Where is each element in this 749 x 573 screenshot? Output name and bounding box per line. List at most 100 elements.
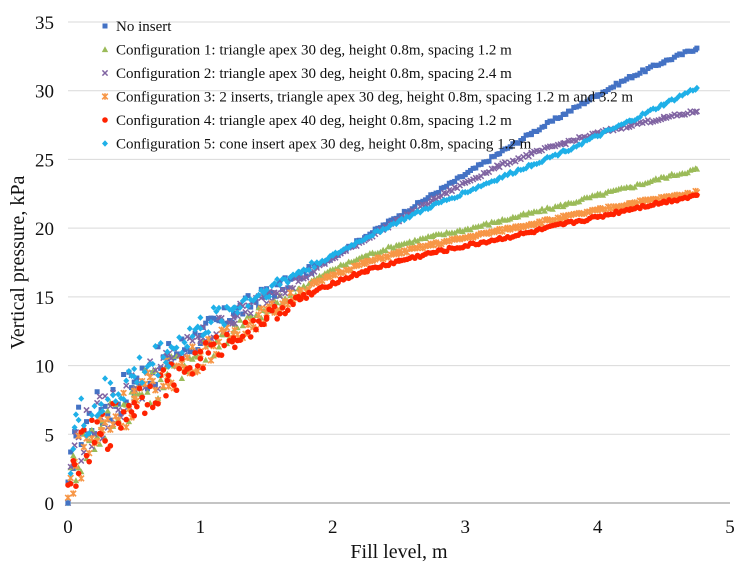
series-trail-marker	[687, 86, 694, 94]
series-trail-marker	[671, 97, 678, 104]
series-trail-marker	[514, 213, 522, 220]
data-point	[660, 174, 667, 180]
series-trail-marker	[236, 316, 244, 323]
series-trail-marker	[303, 295, 310, 301]
series-trail-marker	[403, 239, 411, 246]
series-trail-marker	[70, 445, 77, 453]
series-trail-marker	[565, 108, 571, 114]
series-trail-marker	[104, 415, 112, 423]
series-trail-marker	[377, 228, 384, 236]
series-trail-marker	[472, 185, 479, 193]
data-point	[693, 84, 700, 92]
series-trail-marker	[75, 470, 82, 477]
x-tick-label: 4	[593, 517, 603, 538]
series-trail-marker	[452, 178, 458, 184]
series-trail-marker	[86, 458, 92, 465]
series-trail-marker	[436, 189, 442, 195]
legend-marker	[101, 69, 109, 77]
series-trail-marker	[284, 307, 291, 314]
series-trail-marker	[187, 365, 193, 371]
series-trail-marker	[579, 100, 585, 106]
series-trail-marker	[671, 54, 677, 60]
series-trail-marker	[178, 375, 186, 382]
series-trail-marker	[141, 368, 148, 376]
data-point	[528, 209, 535, 216]
data-point	[230, 314, 237, 321]
series-trail-marker	[536, 127, 542, 133]
data-point	[329, 252, 336, 259]
series-trail-marker	[109, 421, 117, 428]
series-trail-marker	[189, 355, 196, 362]
series-trail	[64, 108, 699, 507]
series-trail-marker	[125, 418, 133, 425]
series-trail-marker	[499, 148, 505, 154]
series-trail-marker	[581, 101, 587, 107]
legend-label: Configuration 3: 2 inserts, triangle ape…	[116, 90, 633, 106]
data-point	[661, 59, 667, 65]
data-point	[396, 258, 402, 264]
series-trail-marker	[139, 379, 146, 386]
series-trail-marker	[163, 392, 169, 399]
series-trail-marker	[475, 162, 481, 168]
series-trail-marker	[72, 428, 80, 436]
series-trail-marker	[677, 51, 683, 57]
series-trail-marker	[682, 49, 688, 55]
series-trail-marker	[160, 367, 167, 373]
series-trail-marker	[513, 140, 519, 146]
series-trail-marker	[277, 310, 283, 317]
series-trail-marker	[554, 152, 561, 159]
data-point	[495, 175, 502, 182]
series-trail-marker	[104, 407, 111, 414]
series-trail-marker	[208, 315, 214, 321]
series-trail-marker	[388, 217, 394, 223]
series-trail-marker	[76, 404, 82, 410]
legend-item: Configuration 1: triangle apex 30 deg, h…	[101, 43, 512, 59]
series-trail-marker	[207, 357, 215, 364]
series-trail-marker	[242, 295, 249, 302]
series-trail-marker	[134, 375, 140, 381]
series-trail-marker	[504, 171, 511, 179]
series-trail-marker	[115, 391, 122, 398]
data-point	[561, 147, 568, 155]
series-trail-marker	[72, 477, 80, 484]
series-trail-marker	[679, 52, 685, 58]
series-trail-marker	[176, 365, 183, 372]
data-point	[230, 304, 237, 312]
series-trail-marker	[690, 48, 696, 54]
series-trail-marker	[406, 214, 413, 221]
data-point	[362, 259, 370, 266]
series-trail-marker	[653, 63, 659, 69]
series-trail-marker	[110, 387, 116, 393]
series-trail-marker	[272, 293, 278, 299]
series-trail-marker	[269, 307, 275, 314]
data-point	[462, 179, 469, 186]
data-point	[231, 310, 236, 316]
data-point	[693, 108, 701, 115]
data-point	[495, 236, 502, 242]
series-trail-marker	[144, 388, 151, 395]
legend-marker	[102, 23, 108, 29]
series-trail-marker	[451, 229, 458, 236]
series-trail-marker	[227, 318, 233, 324]
series-trail-marker	[234, 312, 241, 320]
series-trail-marker	[420, 198, 426, 204]
series-trail-marker	[599, 129, 606, 136]
data-point	[296, 268, 303, 276]
data-point	[595, 92, 601, 98]
series-trail-marker	[130, 387, 138, 395]
legend-item: Configuration 5: cone insert apex 30 deg…	[102, 137, 532, 153]
series-trail-marker	[136, 381, 142, 387]
series-trail-marker	[88, 426, 96, 433]
series-trail-marker	[311, 264, 318, 271]
series-trail-marker	[284, 279, 291, 286]
series-trail-marker	[558, 115, 564, 121]
data-point-origin	[65, 500, 71, 506]
series-trail-marker	[401, 208, 407, 214]
series-trail-marker	[273, 299, 281, 306]
series-trail-marker	[136, 385, 143, 392]
series-trail-marker	[89, 417, 95, 424]
series-trail-marker	[473, 165, 479, 171]
series-trail-marker	[305, 266, 312, 274]
series-trail-marker	[194, 363, 201, 369]
x-tick-label: 1	[196, 517, 206, 538]
